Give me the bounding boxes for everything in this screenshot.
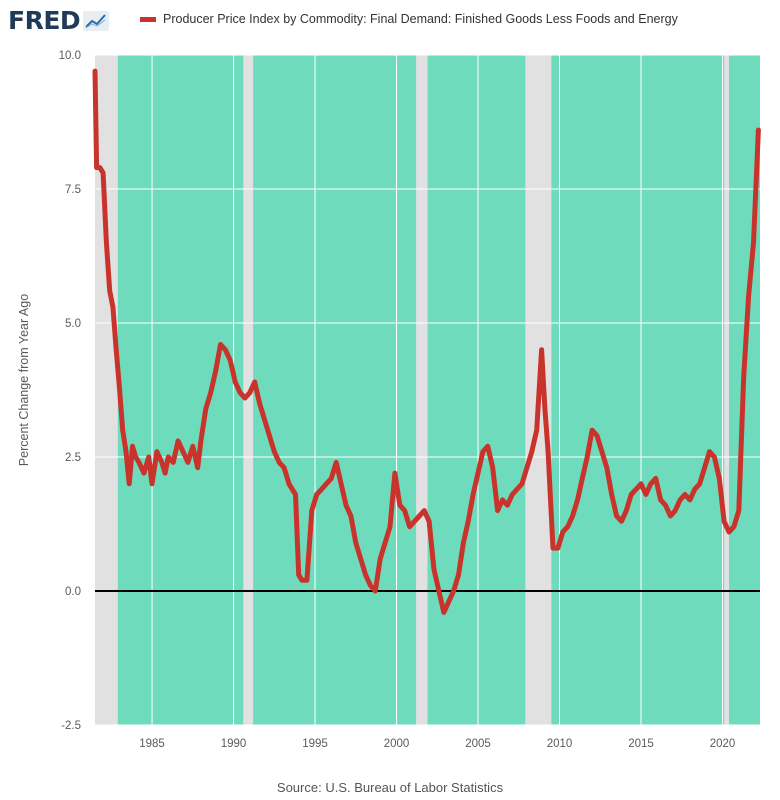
- x-tick-label: 2005: [465, 738, 491, 750]
- x-tick-label: 2000: [384, 738, 410, 750]
- legend-label: Producer Price Index by Commodity: Final…: [163, 12, 678, 26]
- series-line: [92, 68, 761, 615]
- y-tick-label: 5.0: [65, 318, 81, 330]
- y-tick-label: 0.0: [65, 586, 81, 598]
- y-axis-ticks: -2.5 0.0 2.5 5.0 7.5 10.0: [59, 50, 81, 732]
- legend: Producer Price Index by Commodity: Final…: [140, 12, 678, 26]
- y-tick-label: 7.5: [65, 184, 81, 196]
- legend-swatch: [140, 16, 156, 22]
- x-tick-label: 1995: [302, 738, 328, 750]
- x-axis-ticks: 1985 1990 1995 2000 2005 2010 2015 2020: [139, 738, 735, 750]
- gridlines: [95, 54, 760, 726]
- fred-logo[interactable]: FRED: [8, 6, 110, 35]
- x-tick-label: 2020: [710, 738, 736, 750]
- recession-band: [416, 55, 428, 725]
- x-tick-label: 1990: [221, 738, 247, 750]
- y-tick-label: -2.5: [61, 720, 81, 732]
- x-tick-label: 1985: [139, 738, 165, 750]
- recession-bands: [95, 55, 730, 725]
- recession-band: [95, 55, 118, 725]
- y-axis-label: Percent Change from Year Ago: [17, 294, 31, 466]
- chart-header: FRED Producer Price Index by Commodity: …: [0, 0, 780, 40]
- y-tick-label: 10.0: [59, 50, 81, 62]
- source-note: Source: U.S. Bureau of Labor Statistics: [276, 780, 504, 795]
- chart-line-icon: [83, 10, 110, 31]
- x-tick-label: 2010: [547, 738, 573, 750]
- x-tick-label: 2015: [628, 738, 654, 750]
- recession-band: [243, 55, 254, 725]
- logo-text: FRED: [8, 6, 81, 35]
- y-tick-label: 2.5: [65, 452, 81, 464]
- recession-band: [724, 55, 730, 725]
